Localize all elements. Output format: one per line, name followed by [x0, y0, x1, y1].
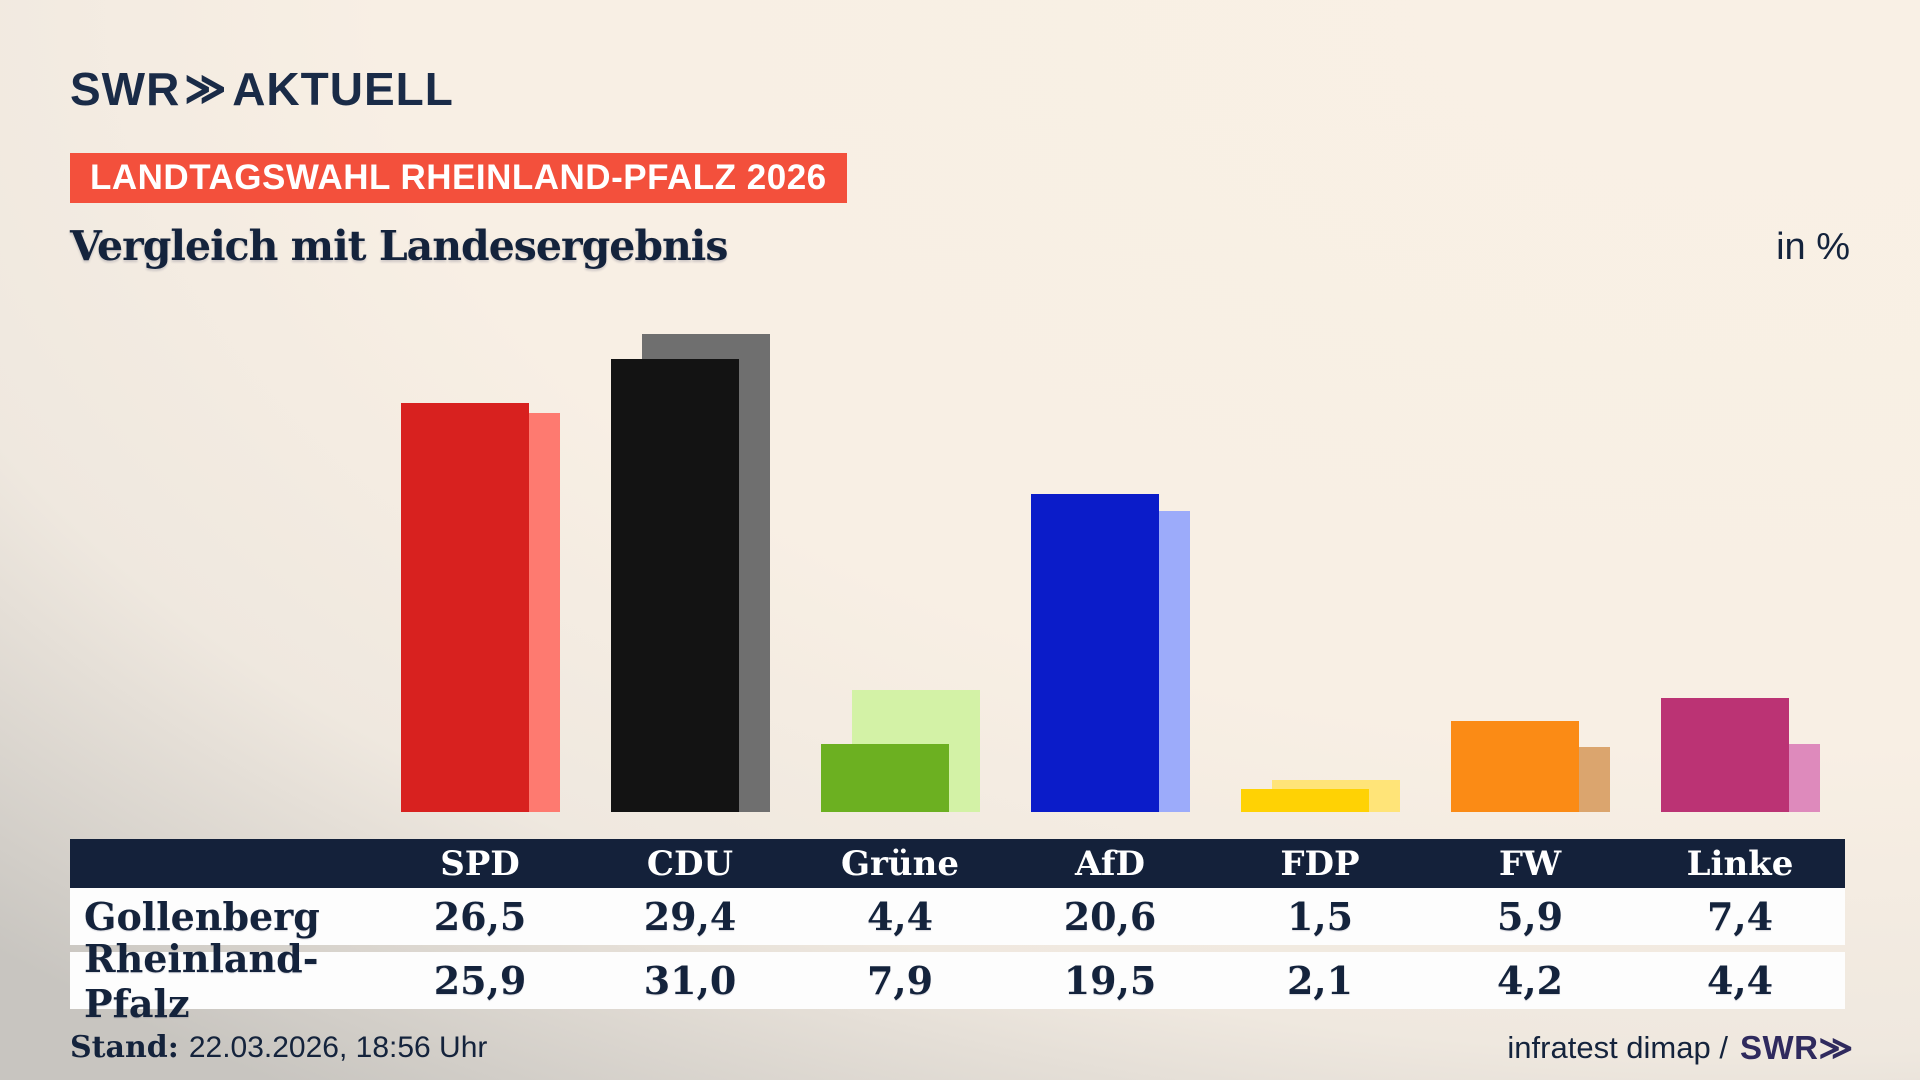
bar-gollenberg-Linke	[1660, 698, 1789, 812]
cell-gollenberg-AfD: 20,6	[1063, 894, 1157, 939]
row-label: Gollenberg	[84, 894, 320, 939]
cell-gollenberg-CDU: 29,4	[643, 894, 737, 939]
cell-gollenberg-Linke: 7,4	[1706, 894, 1774, 939]
table-row-rheinland-pfalz: Rheinland-Pfalz 25,9 31,0 7,9 19,5 2,1 4,2 4,4	[70, 936, 1845, 1026]
header-cell-Linke: Linke	[1686, 843, 1794, 884]
bar-gollenberg-AfD	[1030, 494, 1159, 812]
cell-rheinland-pfalz-CDU: 31,0	[643, 958, 737, 1003]
bar-gollenberg-Grüne	[820, 744, 949, 812]
header-cell-FDP: FDP	[1280, 843, 1360, 884]
cell-rheinland-pfalz-Grüne: 7,9	[866, 958, 934, 1003]
bar-group-AfD	[1030, 312, 1190, 812]
cell-rheinland-pfalz-SPD: 25,9	[433, 958, 527, 1003]
bar-group-FDP	[1240, 312, 1400, 812]
stand-value: 22.03.2026, 18:56 Uhr	[188, 1031, 488, 1064]
source-swr-logo: SWR≫	[1739, 1029, 1853, 1066]
chevrons-icon: ≫	[184, 63, 226, 115]
header-cell-FW: FW	[1498, 843, 1562, 884]
cell-rheinland-pfalz-Linke: 4,4	[1706, 958, 1774, 1003]
header-cell-AfD: AfD	[1075, 843, 1145, 884]
cell-rheinland-pfalz-AfD: 19,5	[1063, 958, 1157, 1003]
footer-stand: Stand: 22.03.2026, 18:56 Uhr	[70, 1030, 487, 1065]
bar-gollenberg-SPD	[400, 403, 529, 812]
table-header-row: SPD CDU Grüne AfD FDP FW Linke	[70, 839, 1845, 888]
row-label: Rheinland-Pfalz	[84, 935, 319, 1026]
source-text: infratest dimap /	[1507, 1029, 1728, 1065]
header-cell-SPD: SPD	[440, 843, 520, 884]
cell-gollenberg-SPD: 26,5	[433, 894, 527, 939]
cell-gollenberg-Grüne: 4,4	[866, 894, 934, 939]
bar-group-SPD	[400, 312, 560, 812]
unit-label: in %	[1776, 226, 1850, 268]
badge-category: LANDTAGSWAHL RHEINLAND-PFALZ 2026	[70, 153, 847, 203]
chevrons-icon: ≫	[1818, 1029, 1853, 1066]
cell-rheinland-pfalz-FDP: 2,1	[1286, 958, 1354, 1003]
header-cell-CDU: CDU	[646, 843, 734, 884]
bar-gollenberg-FW	[1450, 721, 1579, 812]
bar-group-CDU	[610, 312, 770, 812]
bar-gollenberg-FDP	[1240, 789, 1369, 812]
footer-source: infratest dimap / SWR≫	[1507, 1028, 1853, 1067]
bar-group-Grüne	[820, 312, 980, 812]
page-title: Vergleich mit Landesergebnis	[70, 222, 728, 270]
cell-rheinland-pfalz-FW: 4,2	[1496, 958, 1564, 1003]
bar-gollenberg-CDU	[610, 359, 739, 812]
stand-label: Stand:	[70, 1030, 179, 1065]
bar-group-FW	[1450, 312, 1610, 812]
bar-group-Linke	[1660, 312, 1820, 812]
swr-aktuell-logo: SWR ≫ AKTUELL	[70, 62, 454, 116]
cell-gollenberg-FW: 5,9	[1496, 894, 1564, 939]
header-cell-Grüne: Grüne	[840, 843, 960, 884]
results-table: SPD CDU Grüne AfD FDP FW Linke Gollenberg 26,5 2…	[70, 839, 1845, 1026]
logo-aktuell-text: AKTUELL	[232, 63, 454, 115]
cell-gollenberg-FDP: 1,5	[1286, 894, 1354, 939]
logo-swr-text: SWR	[70, 63, 181, 115]
table-row-gollenberg: Gollenberg 26,5 29,4 4,4 20,6 1,5 5,9 7,4	[70, 888, 1845, 945]
